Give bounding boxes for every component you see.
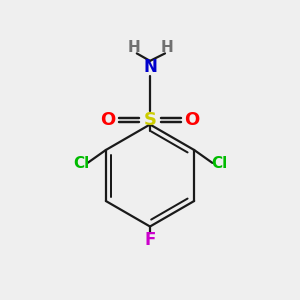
Text: F: F	[144, 231, 156, 249]
Text: O: O	[100, 111, 116, 129]
Text: H: H	[128, 40, 141, 56]
Text: H: H	[160, 40, 173, 56]
Text: Cl: Cl	[73, 156, 89, 171]
Text: O: O	[184, 111, 200, 129]
Text: S: S	[143, 111, 157, 129]
Text: N: N	[143, 58, 157, 76]
Text: Cl: Cl	[211, 156, 227, 171]
